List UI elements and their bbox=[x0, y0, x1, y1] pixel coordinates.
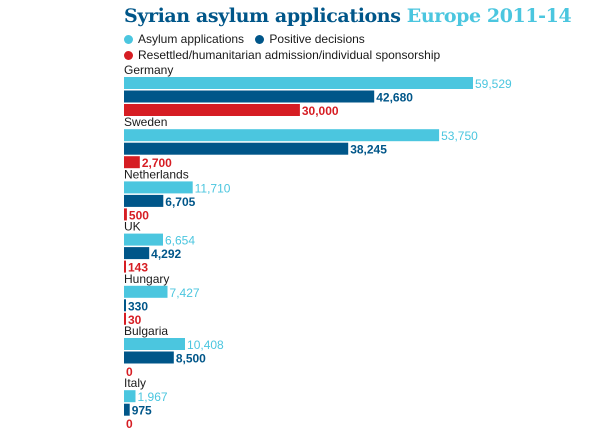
value-label-bulgaria-asylum: 10,408 bbox=[187, 338, 224, 352]
value-label-uk-positive: 4,292 bbox=[151, 247, 181, 261]
value-label-hungary-resettled: 30 bbox=[128, 313, 142, 327]
bar-germany-asylum bbox=[124, 77, 473, 89]
bar-uk-asylum bbox=[124, 233, 163, 246]
value-label-italy-positive: 975 bbox=[132, 404, 152, 418]
legend-dot-resettled bbox=[124, 50, 133, 60]
value-label-sweden-resettled: 2,700 bbox=[142, 156, 172, 170]
chart-title: Syrian asylum applications Europe 2011-1… bbox=[124, 5, 572, 27]
bar-hungary-resettled bbox=[124, 312, 126, 325]
chart-title-main: Syrian asylum applications bbox=[124, 5, 401, 27]
value-label-germany-resettled: 30,000 bbox=[302, 104, 339, 118]
bar-hungary-positive bbox=[124, 299, 126, 312]
bar-uk-positive bbox=[124, 247, 150, 260]
bar-uk-resettled bbox=[124, 260, 126, 273]
legend-item-positive: Positive decisions bbox=[255, 32, 365, 46]
category-label-germany: Germany bbox=[124, 63, 173, 77]
bar-sweden-resettled bbox=[124, 156, 140, 169]
legend-item-resettled: Resettled/humanitarian admission/individ… bbox=[124, 48, 440, 62]
bar-hungary-asylum bbox=[124, 285, 168, 298]
bar-bulgaria-asylum bbox=[124, 338, 185, 350]
bar-germany-resettled bbox=[124, 104, 300, 116]
legend-item-asylum: Asylum applications bbox=[124, 32, 244, 46]
value-label-sweden-positive: 38,245 bbox=[350, 143, 387, 157]
category-label-uk: UK bbox=[124, 220, 141, 234]
value-label-sweden-asylum: 53,750 bbox=[441, 129, 478, 143]
value-label-hungary-asylum: 7,427 bbox=[170, 286, 200, 300]
bar-sweden-asylum bbox=[124, 129, 440, 142]
category-label-hungary: Hungary bbox=[124, 272, 169, 286]
value-label-hungary-positive: 330 bbox=[128, 299, 148, 313]
bar-italy-positive bbox=[124, 403, 130, 416]
legend-label-positive: Positive decisions bbox=[269, 32, 365, 46]
value-label-italy-asylum: 1,967 bbox=[138, 390, 168, 404]
value-label-italy-resettled: 0 bbox=[126, 417, 133, 431]
value-label-netherlands-resettled: 500 bbox=[129, 208, 149, 222]
category-label-italy: Italy bbox=[124, 376, 146, 390]
category-label-netherlands: Netherlands bbox=[124, 167, 189, 181]
value-label-germany-positive: 42,680 bbox=[376, 91, 413, 105]
legend-dot-asylum bbox=[124, 34, 133, 44]
bar-netherlands-positive bbox=[124, 194, 164, 207]
value-label-netherlands-asylum: 11,710 bbox=[195, 181, 231, 195]
legend-dot-positive bbox=[255, 34, 265, 44]
value-label-uk-resettled: 143 bbox=[128, 261, 148, 275]
category-label-sweden: Sweden bbox=[124, 115, 167, 129]
bar-sweden-positive bbox=[124, 142, 349, 155]
bar-netherlands-resettled bbox=[124, 208, 127, 221]
value-label-bulgaria-resettled: 0 bbox=[126, 365, 133, 379]
legend-label-resettled: Resettled/humanitarian admission/individ… bbox=[138, 48, 441, 62]
chart-title-sub: Europe 2011-14 bbox=[406, 5, 572, 27]
bar-italy-asylum bbox=[124, 390, 136, 403]
legend-row-2: Resettled/humanitarian admission/individ… bbox=[124, 48, 448, 63]
bar-bulgaria-positive bbox=[124, 351, 174, 364]
category-label-bulgaria: Bulgaria bbox=[124, 324, 168, 338]
bar-netherlands-asylum bbox=[124, 181, 193, 194]
legend-row-1: Asylum applications Positive decisions bbox=[124, 32, 373, 47]
value-label-germany-asylum: 59,529 bbox=[475, 77, 512, 91]
legend-label-asylum: Asylum applications bbox=[138, 32, 245, 46]
bar-germany-positive bbox=[124, 90, 375, 103]
value-label-uk-asylum: 6,654 bbox=[165, 234, 195, 248]
value-label-bulgaria-positive: 8,500 bbox=[176, 352, 206, 366]
value-label-netherlands-positive: 6,705 bbox=[165, 195, 195, 209]
